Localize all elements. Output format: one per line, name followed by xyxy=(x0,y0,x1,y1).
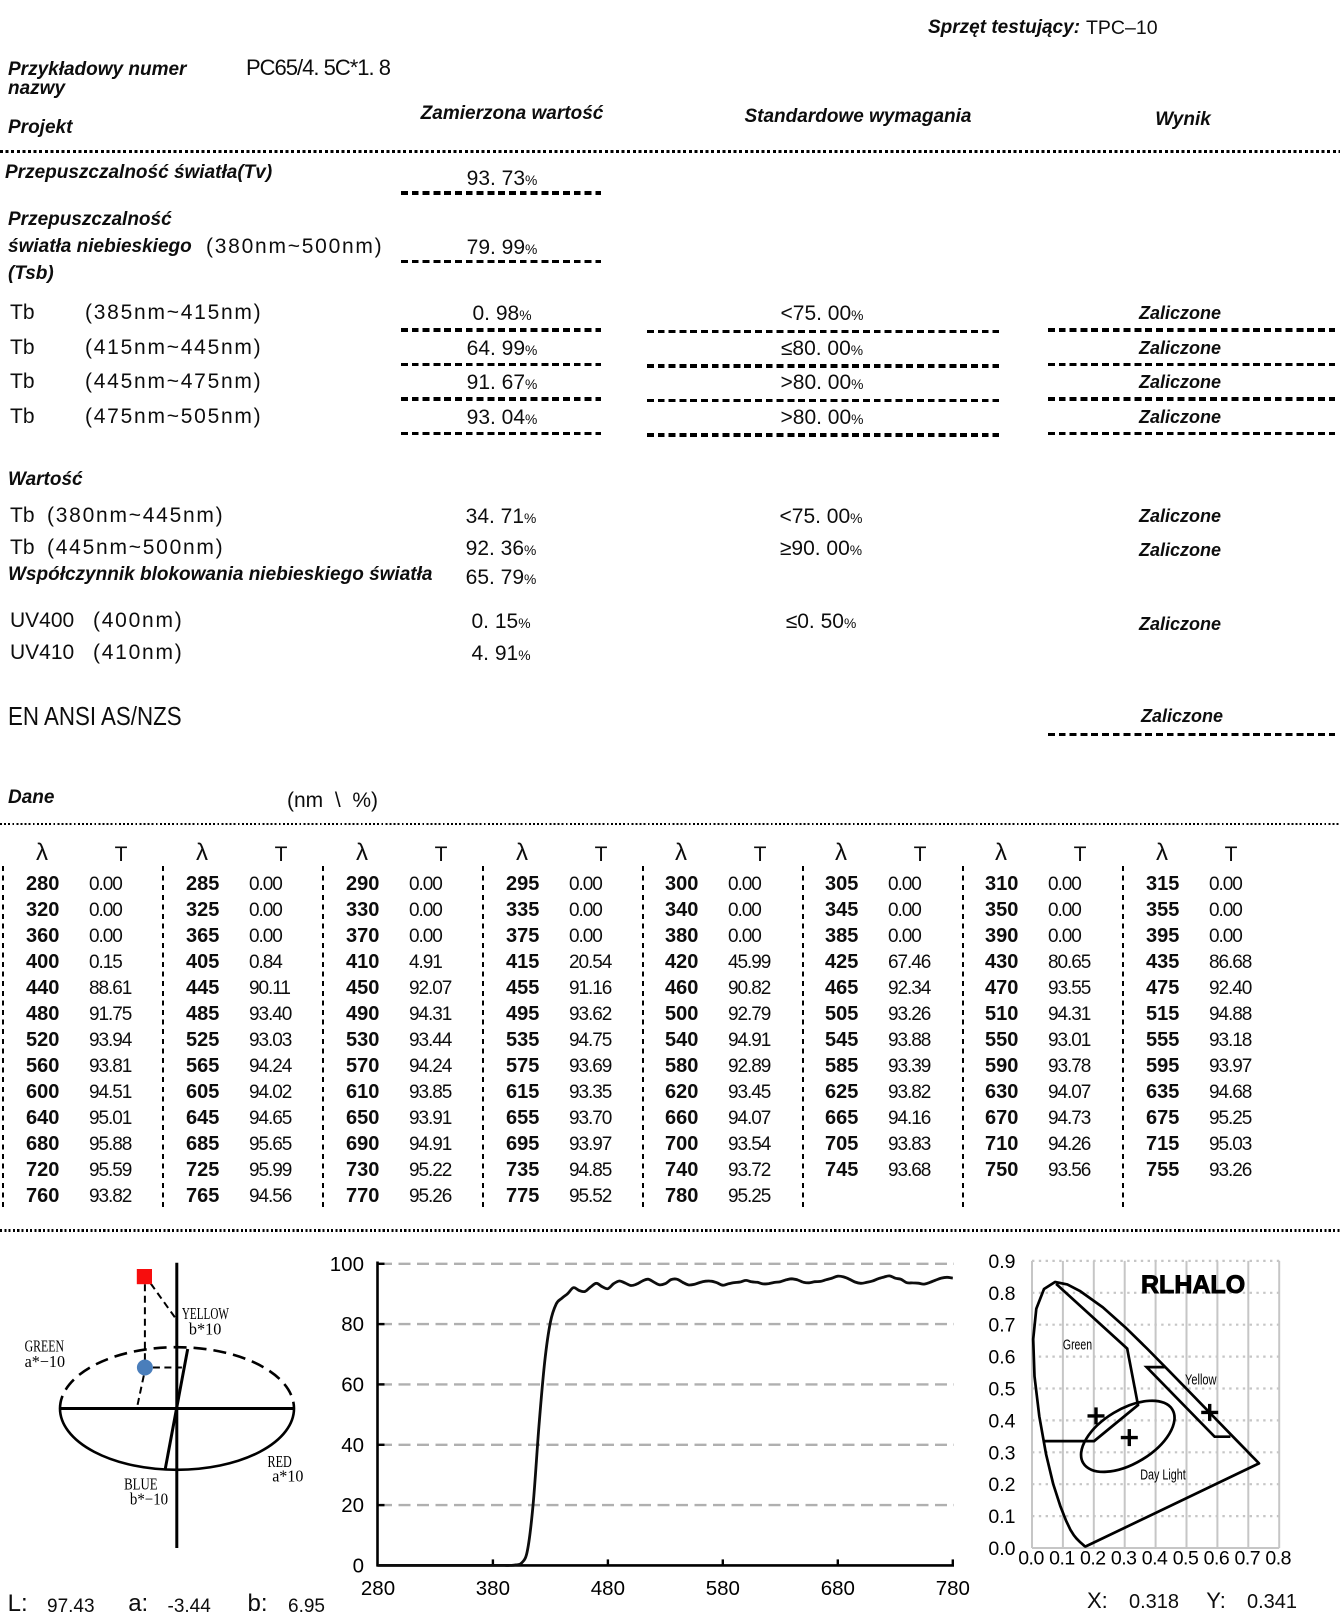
svg-text:20: 20 xyxy=(341,1494,364,1517)
svg-text:0.3: 0.3 xyxy=(988,1442,1015,1464)
svg-text:RLHALO: RLHALO xyxy=(1141,1271,1245,1299)
svg-text:0.6: 0.6 xyxy=(988,1347,1015,1369)
svg-text:780: 780 xyxy=(936,1577,970,1600)
svg-text:YELLOW: YELLOW xyxy=(182,1304,229,1323)
svg-text:a*−10: a*−10 xyxy=(25,1352,66,1371)
svg-text:0.8: 0.8 xyxy=(1265,1548,1291,1570)
svg-text:0.3: 0.3 xyxy=(1111,1548,1137,1570)
svg-text:0.4: 0.4 xyxy=(988,1410,1015,1432)
svg-text:0.1: 0.1 xyxy=(1049,1548,1075,1570)
svg-text:0.5: 0.5 xyxy=(988,1379,1015,1401)
svg-text:0: 0 xyxy=(353,1554,364,1577)
svg-text:0.0: 0.0 xyxy=(1018,1548,1044,1570)
svg-text:Green: Green xyxy=(1063,1336,1092,1353)
svg-text:b*10: b*10 xyxy=(189,1319,221,1338)
svg-text:0.5: 0.5 xyxy=(1173,1548,1199,1570)
svg-text:280: 280 xyxy=(361,1577,395,1600)
svg-text:0.8: 0.8 xyxy=(988,1283,1015,1305)
svg-text:0.9: 0.9 xyxy=(988,1251,1015,1273)
svg-text:0.1: 0.1 xyxy=(988,1506,1015,1528)
svg-text:380: 380 xyxy=(476,1577,510,1600)
svg-text:0.6: 0.6 xyxy=(1204,1548,1230,1570)
svg-text:580: 580 xyxy=(706,1577,740,1600)
svg-text:GREEN: GREEN xyxy=(25,1337,64,1356)
svg-text:0.2: 0.2 xyxy=(988,1474,1015,1496)
svg-text:Day Light: Day Light xyxy=(1140,1466,1186,1483)
svg-text:680: 680 xyxy=(821,1577,855,1600)
svg-text:480: 480 xyxy=(591,1577,625,1600)
svg-text:0.2: 0.2 xyxy=(1080,1548,1106,1570)
svg-text:0.0: 0.0 xyxy=(988,1538,1015,1560)
svg-text:b*−10: b*−10 xyxy=(130,1489,168,1508)
svg-text:Yellow: Yellow xyxy=(1185,1372,1217,1389)
svg-text:80: 80 xyxy=(341,1313,364,1336)
svg-text:0.4: 0.4 xyxy=(1142,1548,1168,1570)
svg-text:0.7: 0.7 xyxy=(988,1315,1015,1337)
svg-text:RED: RED xyxy=(268,1452,292,1471)
svg-text:a*10: a*10 xyxy=(272,1467,303,1486)
svg-text:0.7: 0.7 xyxy=(1234,1548,1260,1570)
svg-text:60: 60 xyxy=(341,1373,364,1396)
svg-text:40: 40 xyxy=(341,1434,364,1457)
svg-text:BLUE: BLUE xyxy=(124,1474,158,1493)
svg-text:100: 100 xyxy=(330,1253,364,1276)
